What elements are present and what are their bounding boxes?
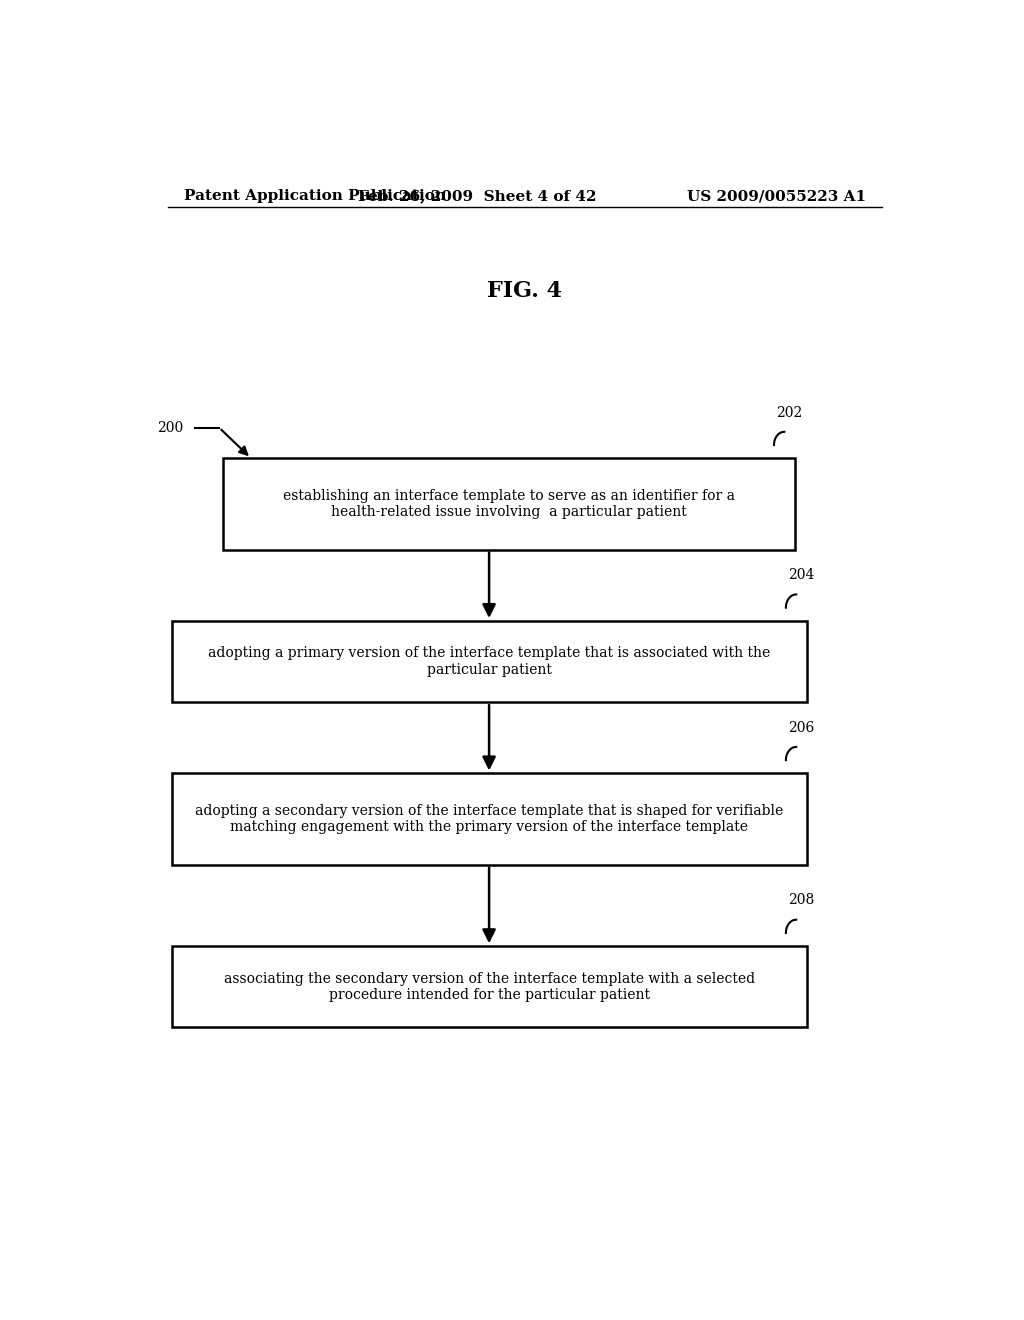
- Text: 200: 200: [158, 421, 183, 434]
- FancyBboxPatch shape: [223, 458, 795, 549]
- Text: adopting a secondary version of the interface template that is shaped for verifi: adopting a secondary version of the inte…: [195, 804, 783, 834]
- Text: Feb. 26, 2009  Sheet 4 of 42: Feb. 26, 2009 Sheet 4 of 42: [358, 189, 596, 203]
- Text: associating the secondary version of the interface template with a selected
proc: associating the secondary version of the…: [223, 972, 755, 1002]
- FancyBboxPatch shape: [172, 620, 807, 702]
- Text: establishing an interface template to serve as an identifier for a
health-relate: establishing an interface template to se…: [283, 488, 735, 519]
- Text: 204: 204: [788, 568, 814, 582]
- Text: 202: 202: [776, 405, 803, 420]
- Text: Patent Application Publication: Patent Application Publication: [183, 189, 445, 203]
- Text: US 2009/0055223 A1: US 2009/0055223 A1: [687, 189, 866, 203]
- Text: 206: 206: [788, 721, 814, 735]
- FancyBboxPatch shape: [172, 946, 807, 1027]
- Text: 208: 208: [788, 894, 814, 907]
- Text: adopting a primary version of the interface template that is associated with the: adopting a primary version of the interf…: [208, 647, 770, 677]
- FancyBboxPatch shape: [172, 774, 807, 865]
- Text: FIG. 4: FIG. 4: [487, 280, 562, 301]
